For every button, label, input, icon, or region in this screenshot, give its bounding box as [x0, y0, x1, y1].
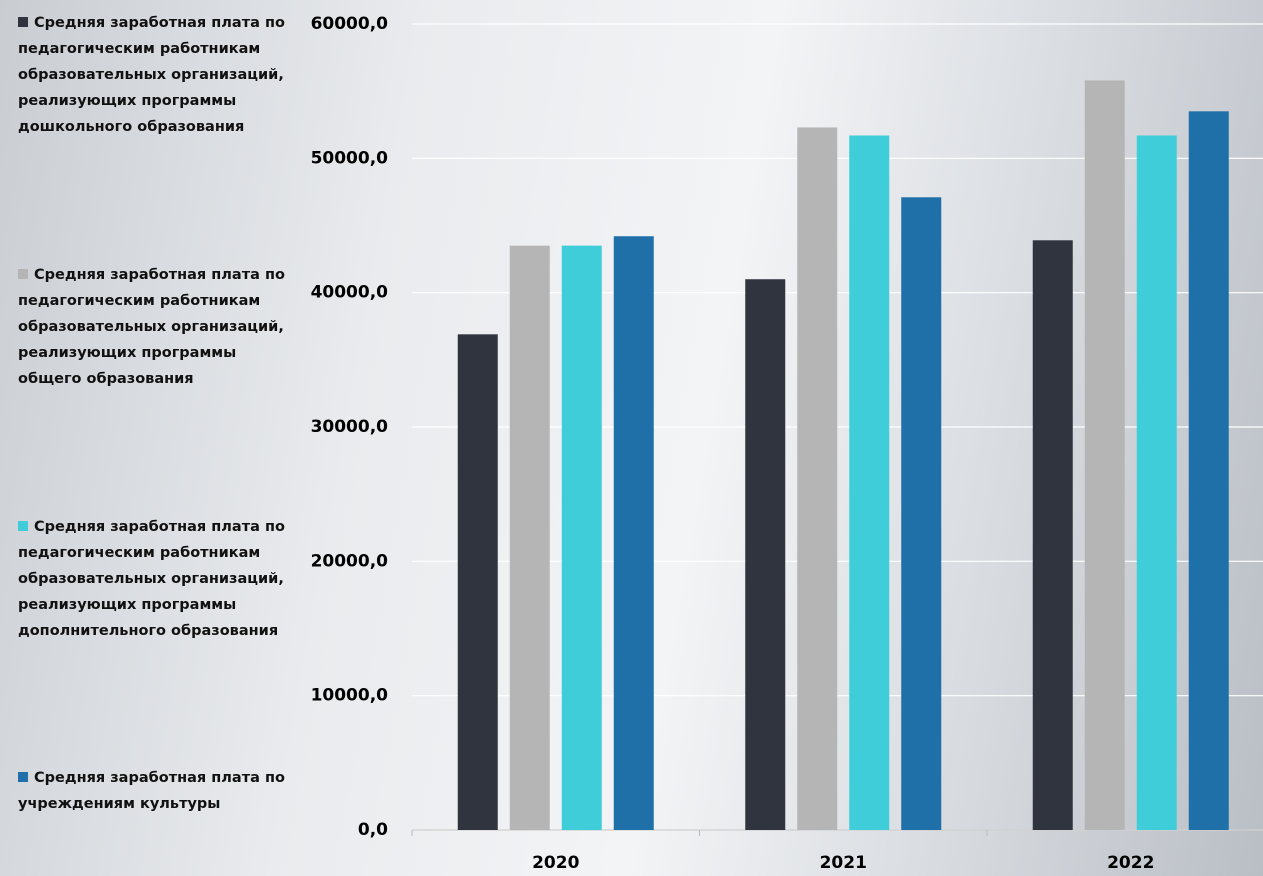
legend-label: Средняя заработная плата по педагогическ…: [18, 15, 285, 135]
bar: [1084, 80, 1125, 831]
x-tick-label: 2022: [1107, 853, 1154, 873]
legend-label: Средняя заработная плата по учреждениям …: [18, 770, 285, 812]
legend-label: Средняя заработная плата по педагогическ…: [18, 267, 285, 387]
legend-swatch: [18, 17, 28, 27]
bar: [849, 135, 890, 830]
bar: [797, 127, 838, 831]
legend-item: Средняя заработная плата по педагогическ…: [18, 262, 298, 392]
x-tick-label: 2021: [820, 853, 867, 873]
y-tick-label: 60000,0: [311, 14, 389, 34]
bar: [1188, 111, 1229, 831]
legend-swatch: [18, 521, 28, 531]
x-tick-label: 2020: [532, 853, 579, 873]
y-tick-label: 40000,0: [311, 283, 389, 303]
bar: [745, 279, 786, 830]
y-tick-label: 20000,0: [311, 551, 389, 571]
legend-item: Средняя заработная плата по педагогическ…: [18, 514, 298, 644]
bar: [901, 197, 942, 831]
legend-swatch: [18, 772, 28, 782]
legend-item: Средняя заработная плата по учреждениям …: [18, 765, 298, 817]
bar: [1136, 135, 1177, 830]
legend-swatch: [18, 269, 28, 279]
y-tick-label: 0,0: [358, 820, 388, 840]
bar: [509, 245, 550, 830]
bar: [613, 236, 654, 830]
y-tick-label: 10000,0: [311, 686, 389, 706]
y-tick-label: 50000,0: [311, 148, 389, 168]
legend-item: Средняя заработная плата по педагогическ…: [18, 10, 298, 140]
bar: [561, 245, 602, 830]
y-tick-label: 30000,0: [311, 417, 389, 437]
bar: [457, 334, 498, 830]
bar: [1032, 240, 1073, 830]
legend-label: Средняя заработная плата по педагогическ…: [18, 519, 285, 639]
